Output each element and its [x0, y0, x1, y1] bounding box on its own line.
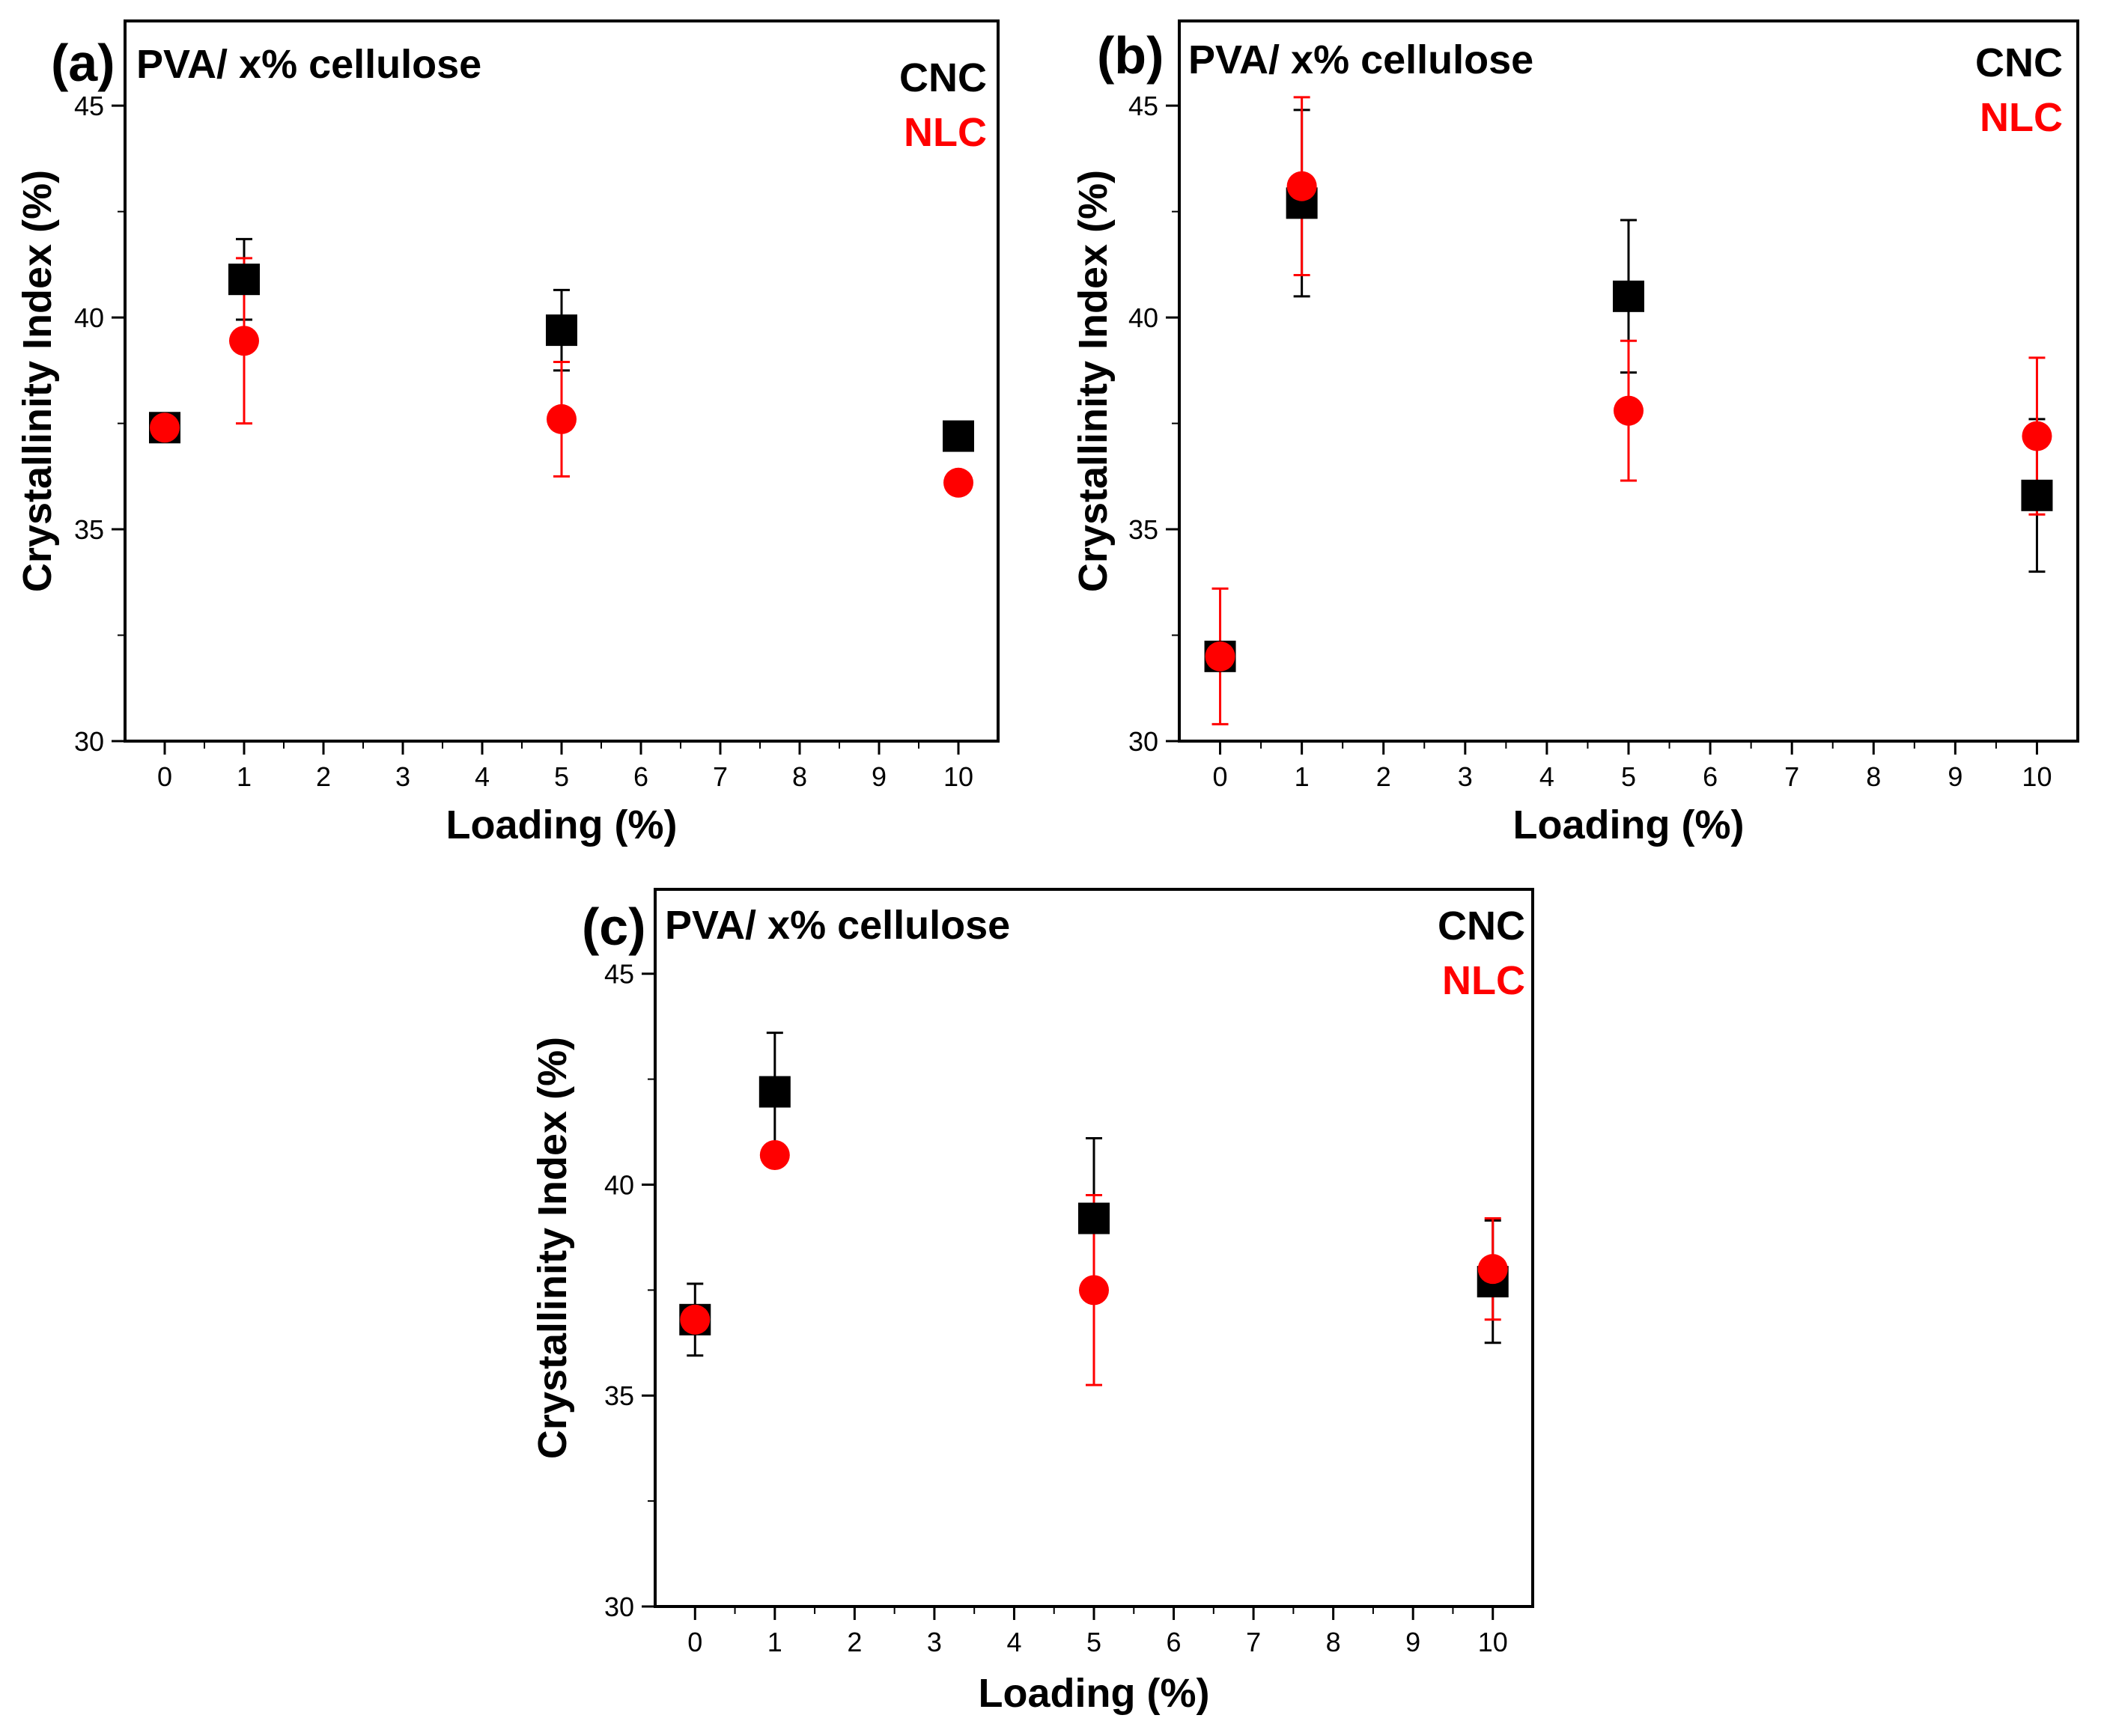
x-tick-label: 2	[847, 1627, 862, 1657]
y-tick-label: 45	[74, 91, 104, 121]
panel-label: (b)	[1097, 26, 1164, 85]
x-tick-label: 4	[475, 761, 490, 792]
cnc-point	[2021, 479, 2053, 511]
x-tick-label: 3	[927, 1627, 942, 1657]
x-tick-label: 1	[767, 1627, 782, 1657]
cnc-point	[758, 1076, 791, 1108]
y-tick-label: 40	[74, 302, 104, 333]
x-tick-label: 8	[1866, 761, 1881, 792]
y-tick-label: 40	[604, 1169, 634, 1200]
x-tick-label: 4	[1539, 761, 1554, 792]
y-tick-label: 40	[1128, 302, 1158, 333]
cnc-point	[228, 264, 260, 296]
x-tick-label: 0	[687, 1627, 702, 1657]
nlc-point	[1205, 641, 1235, 671]
x-axis-label: Loading (%)	[979, 1671, 1210, 1716]
cnc-point	[546, 314, 577, 347]
panel-title: PVA/ x% cellulose	[136, 42, 481, 87]
legend-label-cnc: CNC	[1975, 40, 2063, 85]
nlc-point	[759, 1140, 790, 1171]
y-tick-label: 30	[74, 726, 104, 757]
x-tick-label: 3	[395, 761, 410, 792]
x-tick-label: 2	[1376, 761, 1391, 792]
y-tick-label: 35	[1128, 514, 1158, 545]
cnc-point	[1613, 280, 1644, 312]
x-tick-label: 9	[1948, 761, 1962, 792]
nlc-point	[1614, 395, 1644, 426]
x-tick-label: 7	[1246, 1627, 1261, 1657]
x-tick-label: 10	[943, 761, 973, 792]
x-tick-label: 1	[1295, 761, 1310, 792]
y-tick-label: 35	[74, 514, 104, 545]
x-tick-label: 9	[1405, 1627, 1420, 1657]
x-tick-label: 5	[1086, 1627, 1101, 1657]
nlc-point	[2022, 421, 2052, 451]
x-tick-label: 8	[1326, 1627, 1341, 1657]
legend-label-nlc: NLC	[1442, 958, 1525, 1003]
cnc-point	[1078, 1202, 1110, 1234]
x-tick-label: 5	[554, 761, 569, 792]
panel-label: (a)	[51, 34, 115, 92]
legend-label-nlc: NLC	[1980, 95, 2063, 140]
x-tick-label: 9	[872, 761, 887, 792]
nlc-point	[1079, 1275, 1109, 1306]
panel-title: PVA/ x% cellulose	[665, 903, 1010, 948]
y-tick-label: 35	[604, 1380, 634, 1411]
y-axis-label: Crystallinity Index (%)	[1071, 170, 1116, 592]
x-axis-label: Loading (%)	[1513, 802, 1745, 847]
x-tick-label: 1	[237, 761, 252, 792]
x-tick-label: 10	[1478, 1627, 1508, 1657]
x-tick-label: 7	[713, 761, 728, 792]
y-tick-label: 30	[1128, 726, 1158, 757]
x-axis-label: Loading (%)	[446, 802, 678, 847]
x-tick-label: 6	[633, 761, 648, 792]
nlc-point	[1477, 1254, 1508, 1285]
nlc-point	[1286, 171, 1317, 201]
nlc-point	[229, 326, 259, 356]
nlc-point	[547, 403, 577, 434]
cnc-point	[943, 420, 974, 452]
x-tick-label: 0	[1213, 761, 1228, 792]
y-tick-label: 45	[604, 959, 634, 990]
x-tick-label: 2	[316, 761, 331, 792]
y-axis-label: Crystallinity Index (%)	[15, 170, 60, 592]
panel-title: PVA/ x% cellulose	[1188, 37, 1533, 82]
x-tick-label: 6	[1703, 761, 1718, 792]
y-tick-label: 45	[1128, 91, 1158, 121]
x-tick-label: 8	[792, 761, 807, 792]
y-tick-label: 30	[604, 1592, 634, 1622]
x-tick-label: 4	[1006, 1627, 1021, 1657]
nlc-point	[680, 1304, 711, 1335]
x-tick-label: 7	[1784, 761, 1799, 792]
x-tick-label: 6	[1167, 1627, 1182, 1657]
legend-label-cnc: CNC	[1438, 904, 1525, 948]
nlc-point	[150, 412, 180, 443]
x-tick-label: 5	[1621, 761, 1636, 792]
x-tick-label: 0	[157, 761, 172, 792]
legend-label-cnc: CNC	[899, 55, 987, 100]
x-tick-label: 10	[2022, 761, 2052, 792]
legend-label-nlc: NLC	[904, 110, 987, 155]
nlc-point	[943, 467, 973, 498]
y-axis-label: Crystallinity Index (%)	[530, 1037, 575, 1459]
panel-label: (c)	[582, 898, 646, 956]
x-tick-label: 3	[1458, 761, 1473, 792]
